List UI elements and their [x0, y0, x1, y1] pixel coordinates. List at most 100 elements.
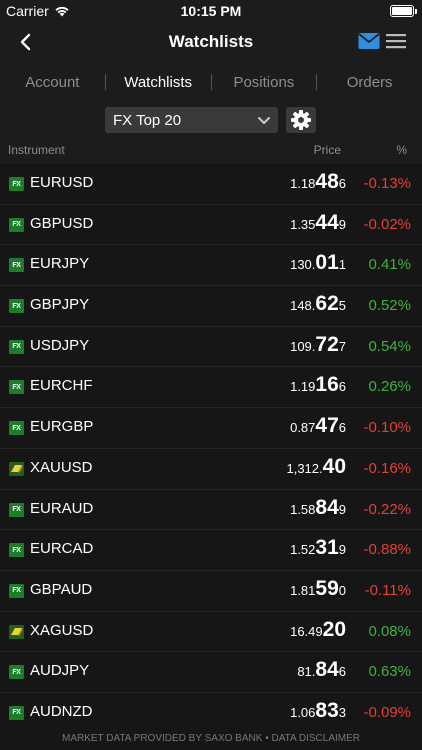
- tab-divider: [316, 74, 318, 90]
- price-post: 0: [338, 582, 346, 598]
- instrument-name: AUDNZD: [30, 702, 93, 720]
- status-time: 10:15 PM: [180, 3, 242, 19]
- table-row[interactable]: FX EURCAD 1.52319 -0.88%: [0, 530, 422, 571]
- fx-badge-icon: FX: [9, 339, 24, 354]
- tab-bar: Account Watchlists Positions Orders: [0, 62, 422, 102]
- tab-account[interactable]: Account: [25, 73, 80, 91]
- chevron-left-icon[interactable]: [14, 28, 38, 56]
- price-pre: 1.19: [290, 379, 316, 395]
- price-post: 6: [338, 379, 346, 395]
- fx-badge-icon: FX: [9, 258, 24, 273]
- price-pre: 81.: [297, 664, 316, 680]
- table-row[interactable]: FX USDJPY 109.727 0.54%: [0, 326, 422, 368]
- price-post: 6: [338, 176, 346, 191]
- fx-badge-icon: FX: [9, 299, 24, 314]
- price-pre: 109.: [290, 338, 316, 354]
- instrument-price: 1,312.40: [286, 455, 346, 479]
- column-price[interactable]: Price: [313, 143, 341, 157]
- instrument-price: 130.011: [290, 251, 346, 275]
- metal-bar-icon: [9, 461, 24, 476]
- table-row[interactable]: FX GBPUSD 1.35449 -0.02%: [0, 204, 422, 246]
- fx-badge-label: FX: [12, 424, 21, 432]
- fx-badge-label: FX: [12, 180, 21, 188]
- instrument-name: GBPAUD: [30, 580, 93, 598]
- carrier: Carrier: [6, 3, 70, 19]
- mail-icon[interactable]: [358, 32, 380, 50]
- price-big: 47: [315, 414, 339, 438]
- table-row[interactable]: FX EURAUD 1.58849 -0.22%: [0, 489, 422, 531]
- watchlist-select[interactable]: FX Top 20: [105, 107, 278, 133]
- table-row[interactable]: XAGUSD 16.4920 0.08%: [0, 611, 422, 653]
- price-pre: 16.49: [290, 623, 323, 639]
- percent-change: -0.22%: [363, 500, 411, 518]
- table-row[interactable]: FX EURUSD 1.18486 -0.13%: [0, 164, 422, 205]
- fx-badge-label: FX: [12, 668, 21, 676]
- price-big: 62: [315, 292, 339, 316]
- instrument-price: 0.87476: [290, 414, 346, 438]
- fx-badge-label: FX: [12, 302, 21, 310]
- fx-badge-icon: FX: [9, 380, 24, 395]
- table-row[interactable]: FX EURJPY 130.011 0.41%: [0, 245, 422, 287]
- table-row[interactable]: FX AUDJPY 81.846 0.63%: [0, 652, 422, 693]
- instrument-price: 16.4920: [290, 618, 346, 642]
- percent-change: 0.54%: [368, 337, 411, 355]
- instrument-price: 1.52319: [290, 536, 346, 560]
- percent-change: -0.09%: [363, 703, 411, 721]
- chevron-down-icon: [258, 117, 270, 125]
- price-big: 01: [315, 251, 339, 275]
- price-big: 84: [315, 495, 339, 519]
- instrument-price: 1.18486: [290, 170, 346, 194]
- fx-badge-label: FX: [12, 343, 21, 351]
- price-pre: 130.: [290, 257, 316, 273]
- instrument-price: 148.625: [290, 292, 346, 316]
- metal-bar-icon: [9, 624, 24, 639]
- price-post: 9: [338, 216, 346, 232]
- tab-divider: [104, 74, 106, 90]
- price-pre: 1,312.: [286, 460, 323, 476]
- carrier-label: Carrier: [6, 3, 49, 19]
- price-big: 40: [322, 454, 346, 478]
- price-post: 9: [338, 501, 346, 517]
- hamburger-menu-icon[interactable]: [386, 32, 406, 50]
- table-row[interactable]: XAUUSD 1,312.40 -0.16%: [0, 448, 422, 490]
- price-big: 44: [315, 210, 339, 234]
- instrument-name: EURCAD: [30, 540, 94, 558]
- price-big: 31: [315, 536, 339, 560]
- price-pre: 1.58: [290, 501, 316, 517]
- instrument-name: XAUUSD: [30, 458, 93, 476]
- percent-change: -0.10%: [363, 419, 411, 437]
- percent-change: -0.11%: [364, 581, 411, 599]
- tab-orders[interactable]: Orders: [346, 73, 393, 91]
- fx-badge-icon: FX: [9, 543, 24, 558]
- price-post: 9: [338, 542, 346, 558]
- watchlist-settings-button[interactable]: [286, 107, 316, 133]
- table-row[interactable]: FX EURCHF 1.19166 0.26%: [0, 367, 422, 409]
- status-bar: Carrier 10:15 PM: [0, 0, 422, 22]
- instrument-name: EURAUD: [30, 499, 94, 517]
- price-pre: 1.52: [290, 542, 316, 558]
- instrument-name: EURCHF: [30, 377, 93, 395]
- table-row[interactable]: FX GBPAUD 1.81590 -0.11%: [0, 570, 422, 612]
- tab-positions[interactable]: Positions: [233, 73, 295, 91]
- percent-change: 0.41%: [368, 256, 411, 274]
- table-row[interactable]: FX AUDNZD 1.06833 -0.09%: [0, 692, 422, 734]
- instrument-name: XAGUSD: [30, 621, 94, 639]
- watchlist-select-value: FX Top 20: [113, 112, 182, 129]
- gear-icon: [291, 110, 311, 130]
- price-pre: 1.18: [290, 176, 316, 191]
- instrument-name: EURUSD: [30, 174, 94, 191]
- column-percent[interactable]: %: [396, 143, 407, 157]
- table-row[interactable]: FX GBPJPY 148.625 0.52%: [0, 286, 422, 327]
- percent-change: -0.13%: [363, 175, 411, 192]
- percent-change: 0.08%: [368, 622, 411, 640]
- footer-disclaimer[interactable]: MARKET DATA PROVIDED BY SAXO BANK • DATA…: [0, 732, 422, 750]
- column-instrument[interactable]: Instrument: [8, 143, 65, 157]
- instrument-price: 109.727: [290, 333, 346, 357]
- tab-watchlists[interactable]: Watchlists: [124, 73, 193, 91]
- price-big: 72: [315, 332, 339, 356]
- fx-badge-label: FX: [12, 546, 21, 554]
- fx-badge-icon: FX: [9, 705, 24, 720]
- table-row[interactable]: FX EURGBP 0.87476 -0.10%: [0, 408, 422, 449]
- fx-badge-icon: FX: [9, 421, 24, 436]
- instrument-name: GBPUSD: [30, 214, 94, 232]
